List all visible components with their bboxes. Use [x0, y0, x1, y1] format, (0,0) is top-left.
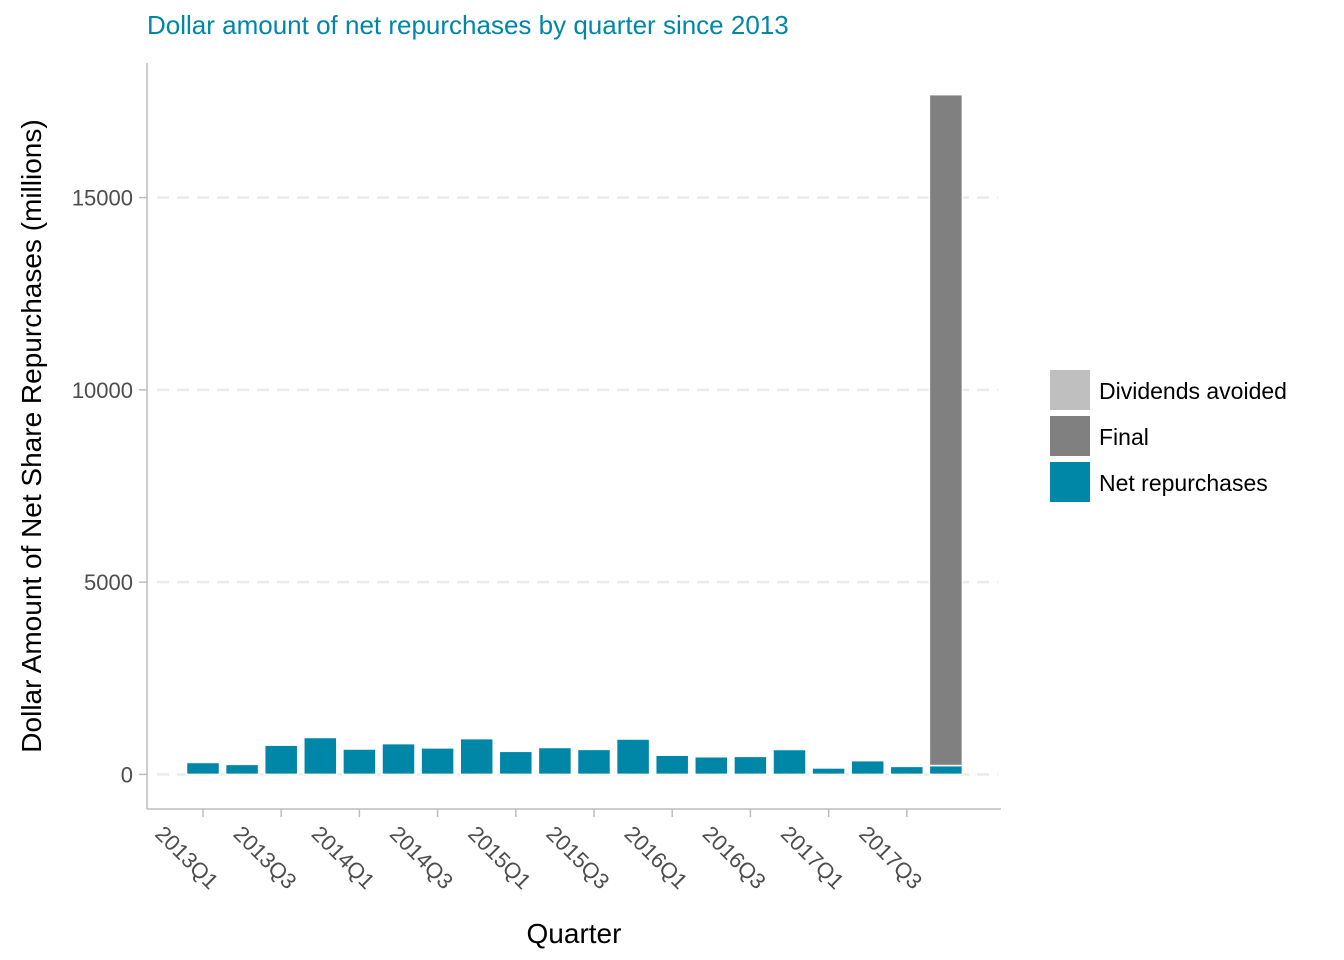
- legend-label-net-repurchases: Net repurchases: [1099, 470, 1268, 496]
- bar-dividends-avoided-2016Q3: [733, 754, 768, 758]
- x-tick-label-2016Q3: 2016Q3: [698, 821, 771, 894]
- bar-net-repurchases-2016Q2: [694, 755, 729, 776]
- x-tick-label-2017Q3: 2017Q3: [854, 821, 927, 894]
- x-tick-label-2014Q3: 2014Q3: [385, 821, 458, 894]
- bar-net-repurchases-2013Q4: [303, 736, 338, 776]
- x-tick-label-2013Q1: 2013Q1: [150, 821, 223, 894]
- bar-dividends-avoided-2017Q3: [889, 764, 925, 768]
- bar-net-repurchases-2015Q1: [498, 750, 534, 776]
- bar-net-repurchases-2014Q1: [342, 748, 377, 776]
- y-tick-label-10000: 10000: [72, 378, 133, 403]
- x-tick-label-2017Q1: 2017Q1: [776, 821, 849, 894]
- bar-net-repurchases-2016Q4: [772, 748, 807, 776]
- bar-net-repurchases-2017Q2: [850, 759, 885, 776]
- bar-dividends-avoided-2017Q4: [928, 92, 964, 96]
- bar-dividends-avoided-2016Q1: [654, 752, 690, 756]
- bar-net-repurchases-2013Q3: [263, 744, 299, 776]
- bar-net-repurchases-2017Q4: [928, 764, 964, 776]
- bar-net-repurchases-2016Q3: [733, 755, 768, 776]
- chart-title: Dollar amount of net repurchases by quar…: [147, 10, 789, 40]
- x-axis-title: Quarter: [527, 918, 622, 949]
- bar-net-repurchases-2016Q1: [654, 754, 690, 776]
- bar-dividends-avoided-2017Q1: [811, 765, 846, 769]
- legend-swatch-final: [1048, 414, 1092, 458]
- y-axis-title: Dollar Amount of Net Share Repurchases (…: [16, 119, 47, 752]
- legend-label-dividends-avoided: Dividends avoided: [1099, 378, 1287, 404]
- x-tick-label-2015Q1: 2015Q1: [463, 821, 536, 894]
- bar-net-repurchases-2014Q3: [420, 747, 455, 776]
- bar-net-repurchases-2015Q4: [615, 738, 651, 776]
- x-tick-label-2013Q3: 2013Q3: [229, 821, 302, 894]
- y-tick-label-5000: 5000: [84, 570, 133, 595]
- legend-swatch-dividends-avoided: [1048, 368, 1092, 412]
- bar-net-repurchases-2017Q1: [811, 767, 846, 776]
- legend-swatch-net-repurchases: [1048, 460, 1092, 504]
- bar-net-repurchases-2013Q2: [224, 763, 260, 776]
- y-tick-label-0: 0: [121, 762, 133, 787]
- y-tick-label-15000: 15000: [72, 186, 133, 211]
- bar-final-2017Q4: [928, 93, 964, 767]
- x-tick-label-2015Q3: 2015Q3: [541, 821, 614, 894]
- legend-label-final: Final: [1099, 424, 1149, 450]
- bar-dividends-avoided-2016Q4: [772, 747, 807, 751]
- bar-dividends-avoided-2017Q2: [850, 758, 885, 762]
- bar-net-repurchases-2017Q3: [889, 765, 925, 776]
- bar-net-repurchases-2013Q1: [185, 761, 221, 776]
- bar-net-repurchases-2015Q3: [576, 748, 612, 776]
- bar-net-repurchases-2015Q2: [537, 746, 573, 776]
- bar-net-repurchases-2014Q2: [381, 742, 416, 776]
- x-tick-label-2014Q1: 2014Q1: [307, 821, 380, 894]
- bar-dividends-avoided-2016Q2: [694, 754, 729, 758]
- bar-net-repurchases-2014Q4: [459, 737, 494, 776]
- x-tick-label-2016Q1: 2016Q1: [620, 821, 693, 894]
